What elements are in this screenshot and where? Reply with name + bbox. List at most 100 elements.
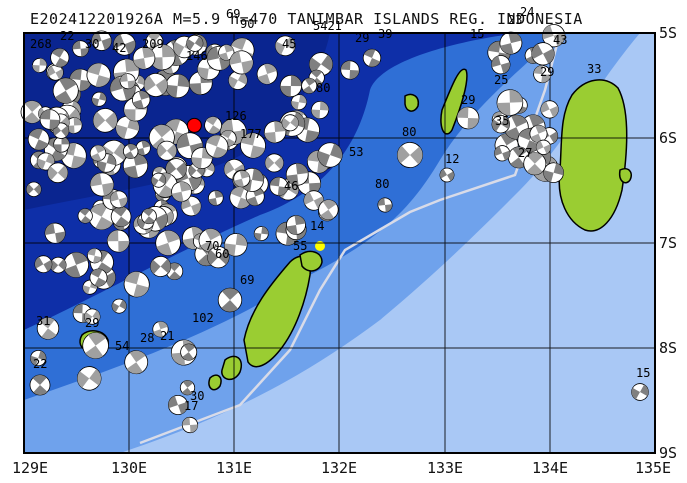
focal-mechanism-beachball — [140, 208, 157, 225]
depth-label: 12 — [445, 152, 459, 166]
depth-label: 69 — [240, 273, 254, 287]
lat-label-9s: 9S — [659, 444, 678, 462]
focal-mechanism-beachball — [123, 271, 150, 298]
depth-label: 25 — [494, 73, 508, 87]
focal-mechanism-beachball — [111, 298, 127, 314]
yamdena-island — [243, 255, 311, 368]
focal-mechanism-beachball — [30, 350, 47, 367]
depth-label: 45 — [282, 37, 296, 51]
depth-label: 146 — [186, 49, 208, 63]
focal-mechanism-beachball — [496, 89, 524, 116]
focal-mechanism-beachball — [29, 374, 51, 396]
depth-label: 90 — [240, 17, 254, 31]
focal-mechanism-beachball — [82, 332, 109, 359]
focal-mechanism-beachball — [456, 106, 480, 130]
kai-island — [440, 68, 468, 135]
focal-mechanism-beachball — [240, 132, 266, 159]
depth-label: 30 — [190, 389, 204, 403]
focal-mechanism-beachball — [132, 46, 156, 70]
focal-mechanism-beachball — [49, 256, 67, 274]
focal-mechanism-beachball — [150, 255, 172, 278]
focal-mechanism-beachball — [36, 317, 60, 340]
lon-label-132e: 132E — [320, 459, 358, 477]
focal-mechanism-beachball — [208, 190, 224, 206]
depth-label: 53 — [349, 145, 363, 159]
focal-mechanism-beachball — [131, 90, 151, 110]
focal-mechanism-beachball — [47, 64, 64, 81]
lat-label-8s: 8S — [659, 339, 678, 357]
focal-mechanism-beachball — [151, 172, 167, 188]
larat-island — [299, 250, 323, 272]
focal-mechanism-beachball — [89, 172, 115, 197]
lon-label-133e: 133E — [426, 459, 464, 477]
focal-mechanism-beachball — [113, 32, 136, 56]
focal-mechanism-beachball — [491, 114, 510, 134]
focal-mechanism-beachball — [34, 255, 53, 274]
focal-mechanism-beachball — [207, 246, 230, 269]
focal-mechanism-beachball — [204, 116, 223, 135]
selaru-island — [208, 374, 222, 391]
focal-mechanism-beachball — [535, 139, 552, 155]
depth-label: 46 — [284, 179, 298, 193]
focal-mechanism-beachball — [279, 74, 302, 98]
land-masses — [79, 68, 632, 391]
depth-label: 80 — [316, 81, 330, 95]
focal-mechanism-beachball — [171, 181, 192, 202]
focal-mechanism-beachball — [542, 24, 566, 48]
focal-mechanism-beachball — [264, 153, 284, 173]
focal-mechanism-beachball — [86, 248, 103, 264]
depth-label: 209 — [142, 37, 164, 51]
lon-label-129e: 129E — [11, 459, 49, 477]
depth-label: 35 — [495, 114, 509, 128]
focal-mechanism-beachball — [396, 141, 424, 169]
focal-mechanism-beachball — [20, 100, 44, 124]
focal-mechanism-beachball — [318, 199, 339, 220]
focal-mechanism-beachball — [229, 50, 254, 75]
focal-mechanism-beachball — [533, 65, 552, 84]
focal-mechanism-beachball — [531, 42, 555, 66]
focal-mechanism-beachball — [124, 350, 149, 375]
focal-mechanism-beachball — [253, 226, 269, 242]
focal-mechanism-beachball — [269, 176, 289, 196]
focal-mechanism-beachball — [152, 321, 169, 338]
depth-label: 55 — [293, 239, 307, 253]
depth-label: 60 — [215, 247, 229, 261]
lon-label-131e: 131E — [215, 459, 253, 477]
focal-mechanism-beachball — [50, 48, 70, 68]
focal-mechanism-beachball — [32, 57, 48, 73]
focal-mechanism-beachball — [167, 394, 189, 416]
depth-label: 30 — [85, 37, 99, 51]
focal-mechanism-beachball — [274, 35, 296, 57]
kai-islet — [404, 93, 420, 112]
focal-mechanism-beachball — [110, 206, 132, 227]
focal-mechanism-beachball — [233, 170, 251, 188]
focal-mechanism-beachball — [631, 383, 649, 401]
depth-label: 15 — [636, 366, 650, 380]
depth-label: 80 — [375, 177, 389, 191]
depth-label: 54 — [115, 339, 129, 353]
focal-mechanism-beachball — [39, 109, 61, 130]
depth-label: 29 — [461, 93, 475, 107]
focal-mechanism-beachball — [523, 152, 547, 176]
depth-label: 21 — [160, 329, 174, 343]
focal-mechanism-beachball — [362, 48, 382, 68]
depth-label: 80 — [402, 125, 416, 139]
focal-mechanism-beachball — [165, 158, 187, 180]
lon-label-134e: 134E — [531, 459, 569, 477]
focal-mechanism-beachball — [76, 366, 102, 391]
depth-label: 29 — [355, 31, 369, 45]
focal-mechanism-beachball — [217, 287, 243, 313]
focal-mechanism-beachball — [205, 134, 229, 159]
depth-label: 69 — [226, 7, 240, 21]
lon-label-135e: 135E — [634, 459, 672, 477]
lat-label-5s: 5S — [659, 24, 678, 42]
focal-mechanism-beachball — [301, 77, 318, 94]
focal-mechanism-beachball — [119, 73, 136, 90]
focal-mechanism-beachball — [155, 230, 181, 256]
focal-mechanism-beachball — [340, 60, 360, 80]
focal-mechanism-beachball — [285, 162, 309, 186]
depth-label: 43 — [553, 33, 567, 47]
map-frame — [23, 32, 656, 454]
depth-label: 29 — [85, 316, 99, 330]
